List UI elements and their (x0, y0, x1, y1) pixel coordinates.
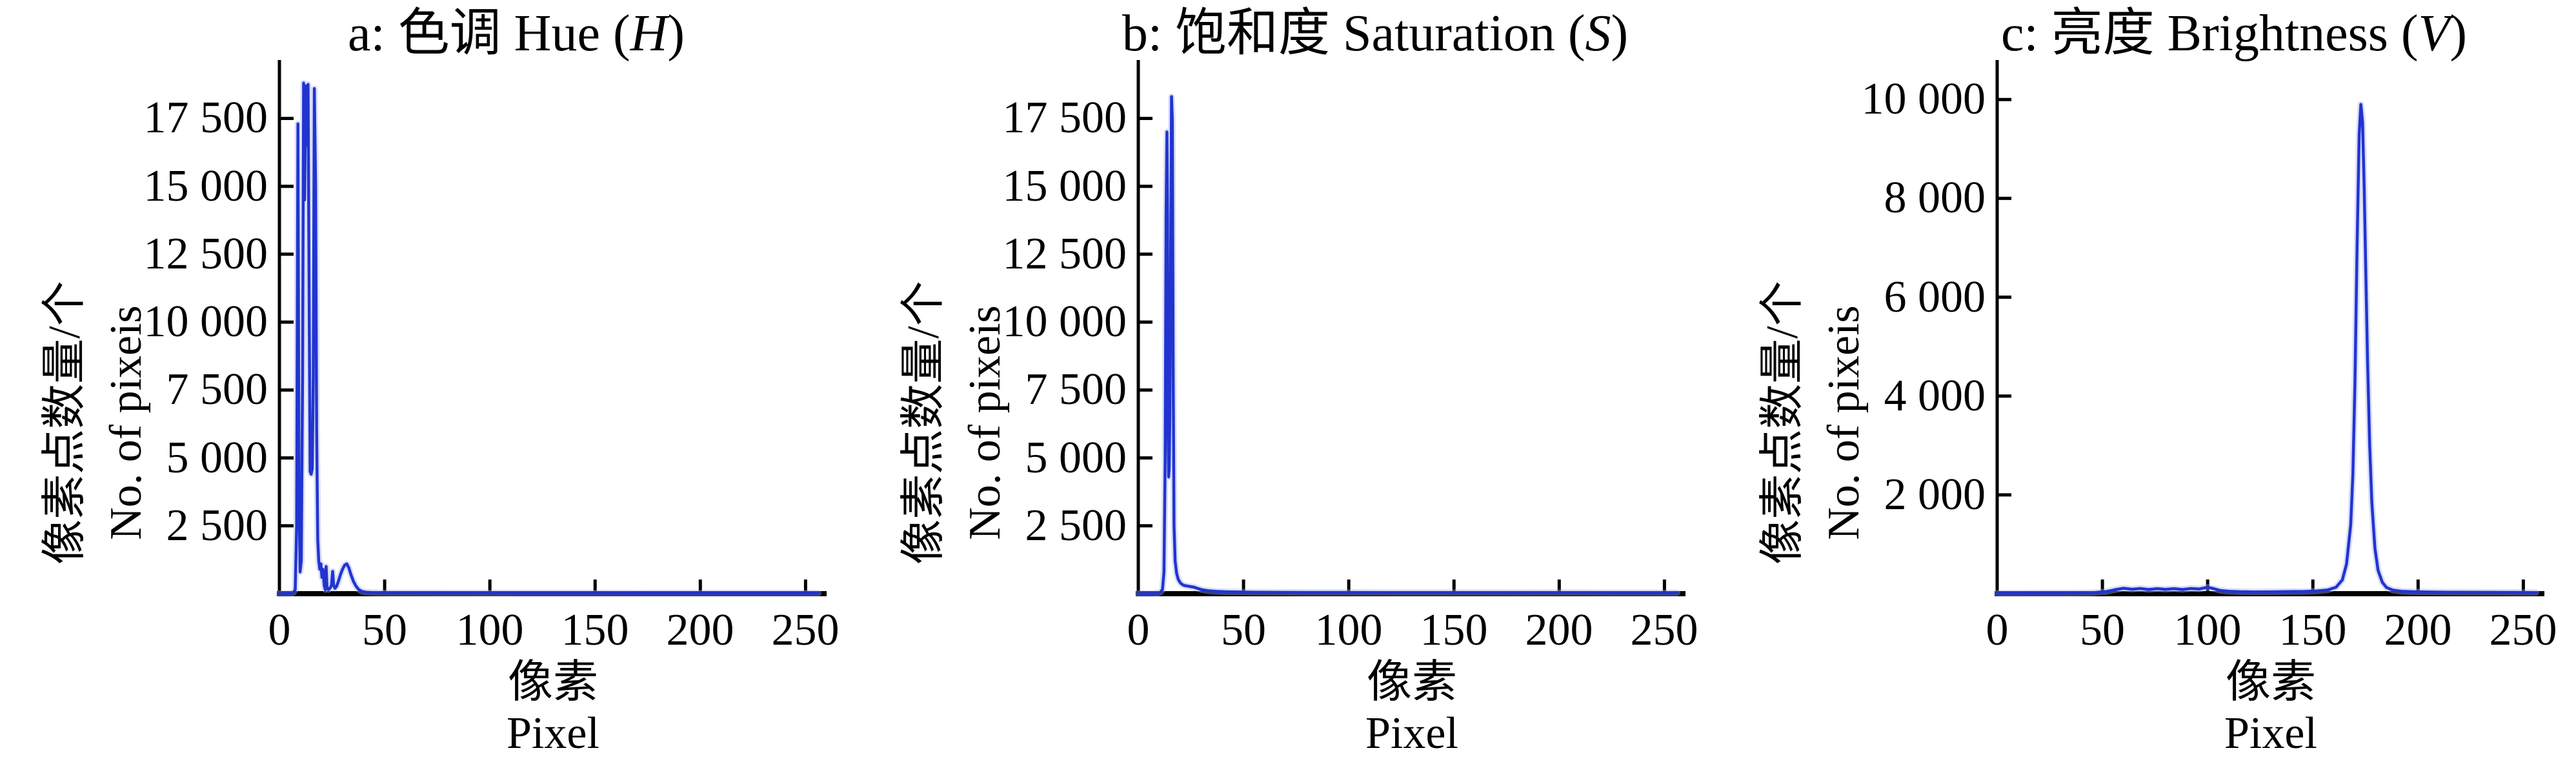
paren-open: ( (599, 5, 630, 62)
x-axis-title: 像素 Pixel (1138, 657, 1685, 759)
plot-area (276, 60, 827, 597)
variable-letter: S (1585, 5, 1611, 62)
series-line-halo (1135, 93, 1680, 597)
x-tick-label: 100 (456, 605, 524, 655)
y-tick-label: 17 500 (1002, 93, 1127, 143)
x-tick-label: 200 (1525, 605, 1593, 655)
y-tick-label: 8 000 (1884, 173, 1986, 223)
paren-open: ( (1555, 5, 1585, 62)
x-axis-title-zh: 像素 (508, 658, 598, 707)
x-tick-label: 150 (561, 605, 629, 655)
x-tick-label: 200 (2384, 605, 2452, 655)
x-tick-label: 0 (1986, 605, 2009, 655)
paren-close: ) (2450, 5, 2468, 62)
y-tick-label: 5 000 (1025, 433, 1127, 483)
paren-close: ) (667, 5, 685, 62)
x-axis-title-zh: 像素 (2226, 658, 2316, 707)
y-tick-label: 10 000 (143, 297, 268, 347)
variable-letter: V (2418, 5, 2450, 62)
x-tick-label: 250 (771, 605, 840, 655)
series-line-halo (276, 79, 821, 597)
y-tick-label: 4 000 (1884, 371, 1986, 421)
x-tick-label: 200 (666, 605, 734, 655)
x-axis-title-en: Pixel (507, 709, 599, 758)
series-line (1136, 95, 1679, 596)
y-tick-label: 17 500 (143, 93, 268, 143)
y-tick-label: 6 000 (1884, 272, 1986, 322)
chart-title: b: 饱和度 Saturation (S) (1085, 3, 1665, 65)
y-tick-label: 12 500 (143, 229, 268, 279)
x-axis-title: 像素 Pixel (279, 657, 827, 759)
chart-panel-brightness: c: 亮度 Brightness (V) 像素点数量/个 No. of pixe… (1718, 0, 2576, 766)
variable-letter: H (630, 5, 668, 62)
y-tick-label: 7 500 (1025, 365, 1127, 414)
y-tick-label: 15 000 (143, 161, 268, 211)
y-tick-label: 10 000 (1861, 74, 1986, 124)
x-tick-label: 150 (2279, 605, 2347, 655)
y-tick-label: 12 500 (1002, 229, 1127, 279)
x-tick-label: 50 (362, 605, 407, 655)
y-tick-label: 10 000 (1002, 297, 1127, 347)
x-tick-label: 0 (1127, 605, 1150, 655)
y-tick-label: 2 000 (1884, 470, 1986, 519)
x-tick-label: 50 (2080, 605, 2125, 655)
x-tick-label: 150 (1420, 605, 1488, 655)
x-tick-label: 250 (1630, 605, 1698, 655)
x-axis-title-zh: 像素 (1367, 658, 1457, 707)
plot-area (1135, 60, 1685, 597)
x-tick-label: 50 (1221, 605, 1266, 655)
y-tick-label: 2 500 (166, 501, 268, 550)
y-tick-label: 5 000 (166, 433, 268, 483)
x-axis-title: 像素 Pixel (1997, 657, 2544, 759)
series-line (1995, 103, 2538, 595)
plot-area (1994, 60, 2544, 597)
chart-title-text: c: 亮度 Brightness (2000, 5, 2388, 62)
x-tick-label: 250 (2489, 605, 2557, 655)
paren-open: ( (2388, 5, 2419, 62)
y-tick-label: 7 500 (166, 365, 268, 414)
series-line-halo (1994, 101, 2539, 597)
y-tick-label: 2 500 (1025, 501, 1127, 550)
y-tick-label: 15 000 (1002, 161, 1127, 211)
paren-close: ) (1611, 5, 1629, 62)
x-axis-title-en: Pixel (2224, 709, 2317, 758)
chart-title-text: a: 色调 Hue (347, 5, 600, 62)
x-tick-label: 0 (268, 605, 291, 655)
chart-panel-saturation: b: 饱和度 Saturation (S) 像素点数量/个 No. of pix… (859, 0, 1717, 766)
x-tick-label: 100 (2173, 605, 2242, 655)
chart-panel-hue: a: 色调 Hue (H) 像素点数量/个 No. of pixeis 像素 P… (0, 0, 858, 766)
series-line (277, 81, 820, 596)
x-axis-title-en: Pixel (1365, 709, 1458, 758)
chart-title: a: 色调 Hue (H) (226, 3, 807, 65)
chart-title-text: b: 饱和度 Saturation (1122, 5, 1555, 62)
x-tick-label: 100 (1314, 605, 1383, 655)
chart-title: c: 亮度 Brightness (V) (1944, 3, 2524, 65)
